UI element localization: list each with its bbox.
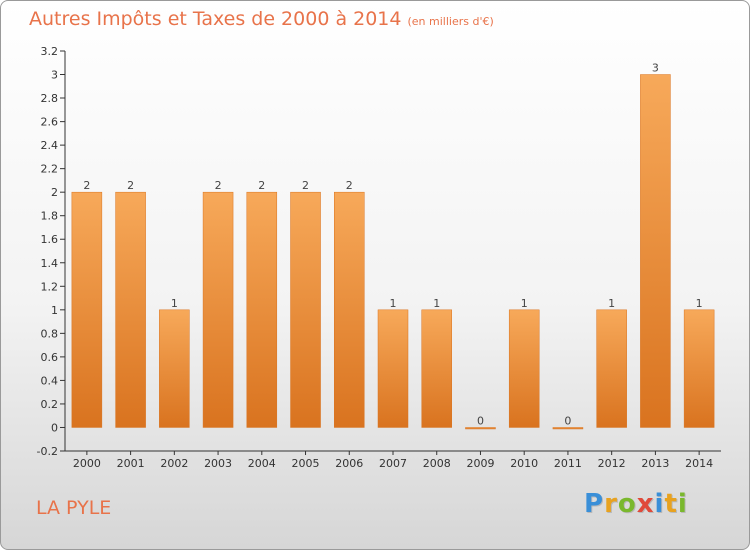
x-tick-label: 2003 <box>204 457 232 470</box>
x-tick-label: 2008 <box>423 457 451 470</box>
bar[interactable] <box>290 191 321 428</box>
x-axis: 2000 2001 2002 2003 2004 2005 2006 2007 2008 2009… <box>65 450 721 470</box>
x-tick-label: 2014 <box>685 457 713 470</box>
y-tick-label: 1.6 <box>41 233 59 246</box>
y-tick-label: 1 <box>51 304 58 317</box>
x-tick-label: 2006 <box>335 457 363 470</box>
bar[interactable] <box>508 309 540 428</box>
x-tick-label: 2009 <box>466 457 494 470</box>
logo-letter: t <box>664 489 678 519</box>
bar-value-label: 1 <box>433 297 440 310</box>
bar-value-label: 1 <box>390 297 397 310</box>
bar[interactable] <box>465 427 496 430</box>
y-tick-label: 3.2 <box>41 45 59 58</box>
bar-value-label: 2 <box>346 179 353 192</box>
bar-value-label: 2 <box>127 179 134 192</box>
bar-value-label: 0 <box>564 414 571 427</box>
proxiti-logo[interactable]: Proxiti <box>584 489 688 519</box>
y-tick-label: 2 <box>51 186 58 199</box>
y-tick-label: 1.2 <box>41 280 59 293</box>
y-tick-label: 2.8 <box>41 92 59 105</box>
commune-name: LA PYLE <box>36 497 112 519</box>
x-tick-label: 2012 <box>598 457 626 470</box>
bar-value-label: 2 <box>302 179 309 192</box>
bar[interactable] <box>246 191 278 428</box>
x-tick-label: 2013 <box>641 457 669 470</box>
bar[interactable] <box>71 191 103 428</box>
x-tick-label: 2010 <box>510 457 538 470</box>
bar[interactable] <box>683 309 715 428</box>
bar-value-label: 1 <box>171 297 178 310</box>
data-labels: 2 2 1 2 2 2 2 1 1 0 1 0 1 3 1 <box>83 62 702 428</box>
logo-letter: x <box>636 489 655 519</box>
bar[interactable] <box>202 191 234 428</box>
y-tick-label: 0 <box>51 421 58 434</box>
bar[interactable] <box>421 309 452 428</box>
x-tick-label: 2004 <box>248 457 276 470</box>
bar[interactable] <box>334 191 365 428</box>
chart-title: Autres Impôts et Taxes de 2000 à 2014 (en… <box>29 8 494 30</box>
y-tick-label: 2.6 <box>41 116 59 129</box>
y-tick-label: 0.8 <box>41 327 59 340</box>
x-tick-label: 2002 <box>160 457 188 470</box>
bar-value-label: 2 <box>258 179 265 192</box>
bar-value-label: 1 <box>696 297 703 310</box>
logo-letter: o <box>617 489 637 519</box>
bar[interactable] <box>159 309 190 428</box>
bar-value-label: 1 <box>521 297 528 310</box>
x-tick-label: 2005 <box>292 457 320 470</box>
logo-letter: P <box>584 489 605 519</box>
y-tick-label: 2.4 <box>41 139 59 152</box>
y-axis: -0.2 0 0.2 0.4 0.6 0.8 1 1.2 1.4 1.6 1.8 2 2.2 2.4 2.6… <box>37 45 66 458</box>
y-tick-label: 0.4 <box>41 374 59 387</box>
logo-letter: i <box>677 489 688 519</box>
y-tick-label: 0.2 <box>41 398 59 411</box>
y-tick-label: 1.4 <box>41 257 59 270</box>
x-tick-label: 2007 <box>379 457 407 470</box>
bar-value-label: 2 <box>83 179 90 192</box>
bar-value-label: 0 <box>477 414 484 427</box>
title-text: Autres Impôts et Taxes de 2000 à 2014 <box>29 8 402 30</box>
bars <box>71 74 715 430</box>
logo-letter: i <box>654 489 665 519</box>
bar[interactable] <box>377 309 409 428</box>
bar[interactable] <box>640 74 671 428</box>
logo-letter: r <box>604 489 618 519</box>
x-tick-label: 2000 <box>73 457 101 470</box>
y-tick-label: 0.6 <box>41 351 59 364</box>
bar[interactable] <box>596 309 627 428</box>
x-tick-label: 2011 <box>554 457 582 470</box>
y-tick-label: 3 <box>51 69 58 82</box>
bar[interactable] <box>115 191 146 428</box>
x-tick-label: 2001 <box>117 457 145 470</box>
bar-value-label: 3 <box>652 62 659 75</box>
chart-subtitle: (en milliers d'€) <box>407 15 494 28</box>
bar[interactable] <box>552 427 584 430</box>
y-tick-label: 1.8 <box>41 210 59 223</box>
y-tick-label: -0.2 <box>37 445 58 458</box>
bar-value-label: 2 <box>215 179 222 192</box>
bar-value-label: 1 <box>608 297 615 310</box>
y-tick-label: 2.2 <box>41 163 59 176</box>
